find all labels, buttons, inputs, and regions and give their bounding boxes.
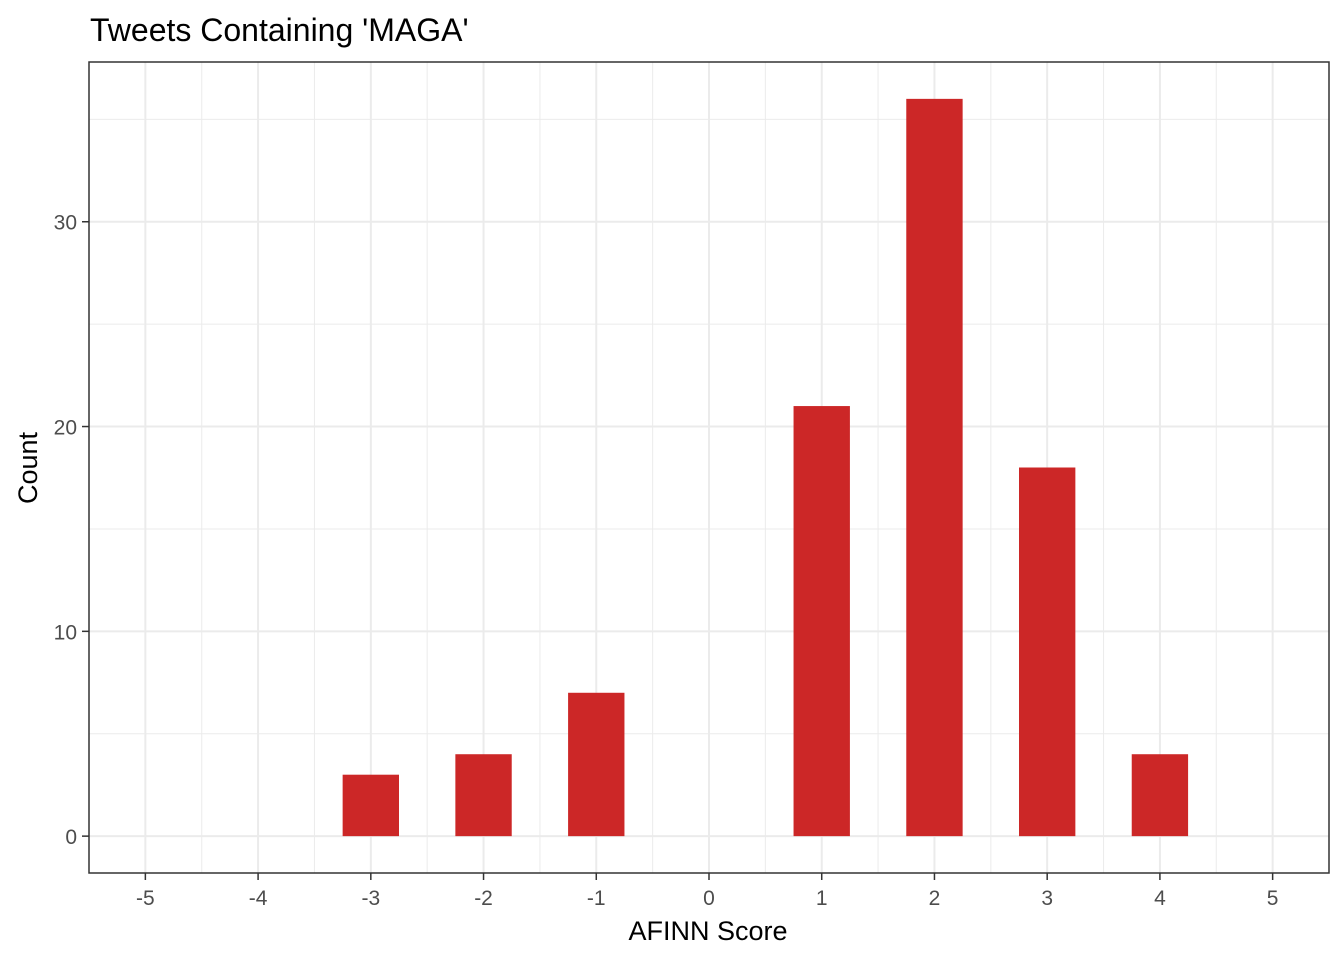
x-tick-label: -3 [361, 887, 380, 910]
y-tick-label: 10 [54, 621, 77, 644]
x-tick-label: -4 [249, 887, 268, 910]
x-axis: -5 -4 -3 -2 -1 0 1 2 3 4 5 [136, 873, 1278, 910]
bar [568, 692, 625, 837]
y-axis: 0 10 20 30 [54, 212, 89, 849]
bar [1019, 467, 1076, 837]
x-tick-label: -1 [587, 887, 606, 910]
bars [342, 98, 1189, 837]
x-tick-label: 4 [1154, 887, 1166, 910]
x-axis-title: AFINN Score [628, 916, 787, 946]
x-tick-label: 3 [1041, 887, 1053, 910]
y-tick-label: 20 [54, 417, 77, 440]
bar [906, 98, 963, 837]
grid-lines [89, 62, 1329, 873]
y-axis-title: Count [13, 431, 43, 504]
bar [793, 406, 850, 837]
bar [1131, 754, 1189, 837]
x-tick-label: -5 [136, 887, 155, 910]
x-tick-label: 0 [703, 887, 715, 910]
y-tick-label: 0 [65, 826, 77, 849]
y-tick-label: 30 [54, 212, 77, 235]
x-tick-label: 1 [816, 887, 828, 910]
x-tick-label: -2 [474, 887, 493, 910]
chart-title: Tweets Containing 'MAGA' [90, 12, 469, 48]
x-tick-label: 2 [929, 887, 941, 910]
x-tick-label: 5 [1267, 887, 1279, 910]
bar [455, 754, 512, 837]
bar [342, 774, 399, 837]
